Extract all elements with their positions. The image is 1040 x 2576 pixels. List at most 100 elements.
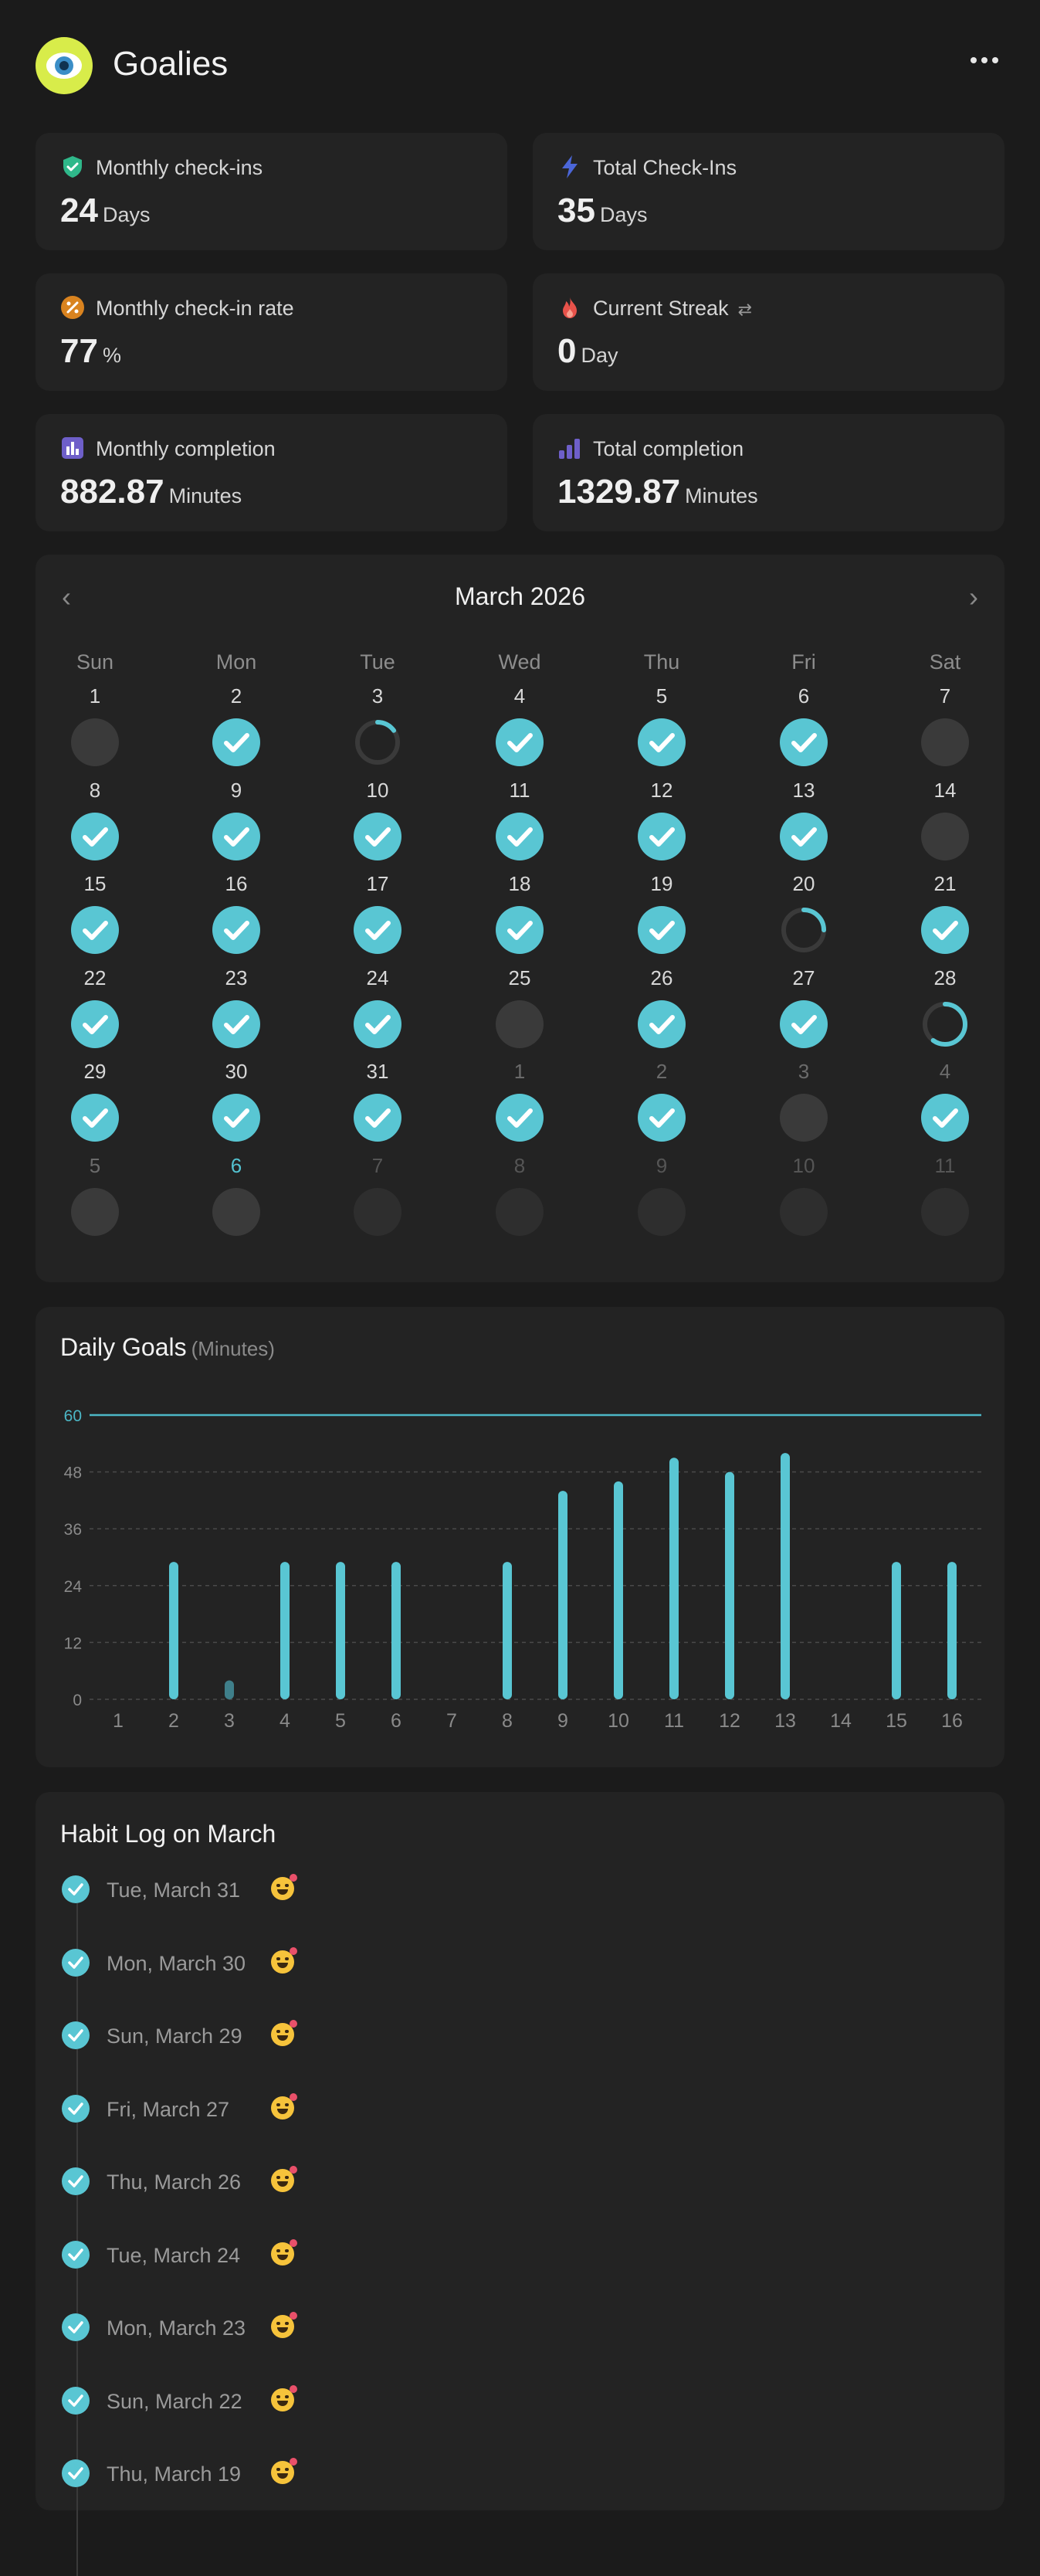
bar [614, 1481, 623, 1699]
eye-logo-icon [36, 37, 93, 94]
flame-icon [557, 295, 582, 320]
day-empty-circle[interactable] [921, 1188, 969, 1236]
lightning-icon [557, 154, 582, 179]
next-month-chevron-icon[interactable]: › [969, 581, 978, 613]
habit-log-entry[interactable]: Tue, March 24 [62, 2238, 525, 2270]
swap-arrows-icon[interactable]: ⇄ [737, 300, 753, 319]
x-tick-label: 4 [279, 1710, 290, 1732]
calendar-day-number: 8 [89, 779, 101, 802]
day-checked-icon[interactable] [921, 1094, 969, 1142]
day-empty-circle[interactable] [496, 1188, 544, 1236]
day-empty-circle[interactable] [71, 718, 119, 766]
habit-log-entry[interactable]: Mon, March 30 [62, 1946, 525, 1978]
day-checked-icon[interactable] [638, 1094, 686, 1142]
stat-value: 77% [60, 332, 121, 370]
calendar-day-number: 15 [83, 872, 107, 895]
day-empty-circle[interactable] [71, 1188, 119, 1236]
calendar-day-number: 20 [792, 872, 815, 895]
bar [169, 1562, 178, 1699]
more-options-icon[interactable] [971, 57, 998, 66]
stat-label: Total completion [593, 437, 744, 460]
day-checked-icon[interactable] [496, 813, 544, 860]
habit-log-entry[interactable]: Thu, March 19 [62, 2458, 525, 2489]
prev-month-chevron-icon[interactable]: ‹ [62, 581, 71, 613]
day-progress-ring[interactable] [354, 718, 401, 766]
habit-log-entry[interactable]: Fri, March 27 [62, 2092, 525, 2124]
stat-unit: Days [599, 203, 648, 226]
stat-value: 882.87 Minutes [60, 473, 242, 511]
x-tick-label: 10 [608, 1710, 629, 1732]
day-checked-icon[interactable] [780, 1000, 828, 1048]
calendar-day-number: 24 [366, 966, 389, 989]
day-checked-icon[interactable] [212, 1094, 260, 1142]
bar [669, 1458, 679, 1699]
calendar-day-number: 14 [933, 779, 957, 802]
x-tick-label: 6 [391, 1710, 401, 1732]
bar [725, 1471, 734, 1699]
day-empty-circle[interactable] [496, 1000, 544, 1048]
daily-goals-card: Daily Goals (Minutes) 0 12 24 36 48 60 1 2 3 4 5 6 7 8… [36, 1307, 1004, 1767]
calendar-day-number: 1 [89, 684, 101, 708]
stat-value: 0 Day [557, 332, 618, 370]
calendar-day-number: 30 [225, 1060, 248, 1083]
calendar-day-number: 12 [650, 779, 673, 802]
habit-log-entry[interactable]: Tue, March 31 [62, 1874, 525, 1905]
habit-log-entry[interactable]: Sun, March 22 [62, 2384, 525, 2416]
y-tick-label: 0 [73, 1692, 82, 1709]
day-empty-circle[interactable] [921, 718, 969, 766]
day-empty-circle[interactable] [780, 1094, 828, 1142]
day-progress-ring[interactable] [780, 906, 828, 954]
x-tick-label: 8 [502, 1710, 513, 1732]
log-date: Sun, March 22 [107, 2389, 242, 2413]
habit-log-entry[interactable]: Thu, March 26 [62, 2166, 525, 2197]
day-checked-icon[interactable] [780, 813, 828, 860]
weekday-label: Thu [643, 650, 680, 674]
day-checked-icon[interactable] [354, 813, 401, 860]
smiley-face-icon [270, 1874, 297, 1900]
habit-log-entry[interactable]: Mon, March 23 [62, 2312, 525, 2343]
day-checked-icon[interactable] [638, 718, 686, 766]
habit-log-entry[interactable]: Sun, March 29 [62, 2020, 525, 2051]
day-checked-icon[interactable] [638, 813, 686, 860]
day-checked-icon[interactable] [212, 718, 260, 766]
day-empty-circle[interactable] [354, 1188, 401, 1236]
calendar-day-number: 3 [798, 1060, 810, 1083]
day-checked-icon[interactable] [212, 813, 260, 860]
day-checked-icon[interactable] [71, 1000, 119, 1048]
day-checked-icon[interactable] [354, 906, 401, 954]
day-checked-icon[interactable] [212, 906, 260, 954]
day-checked-icon[interactable] [71, 1094, 119, 1142]
calendar-month-title: March 2026 [455, 582, 585, 610]
day-checked-icon[interactable] [354, 1094, 401, 1142]
day-empty-circle[interactable] [780, 1188, 828, 1236]
y-tick-label: 36 [64, 1521, 82, 1539]
day-progress-ring[interactable] [921, 1000, 969, 1048]
stat-unit: Minutes [685, 484, 758, 507]
day-empty-circle[interactable] [212, 1188, 260, 1236]
smiley-face-icon [270, 2238, 297, 2265]
calendar-day-number: 9 [656, 1154, 668, 1177]
percent-icon [60, 295, 85, 320]
day-checked-icon[interactable] [780, 718, 828, 766]
day-checked-icon[interactable] [638, 906, 686, 954]
day-checked-icon[interactable] [71, 906, 119, 954]
day-checked-icon[interactable] [496, 1094, 544, 1142]
day-empty-circle[interactable] [638, 1188, 686, 1236]
calendar-day-number: 31 [366, 1060, 389, 1083]
check-icon [62, 2021, 90, 2049]
day-empty-circle[interactable] [921, 813, 969, 860]
day-checked-icon[interactable] [496, 718, 544, 766]
day-checked-icon[interactable] [496, 906, 544, 954]
day-checked-icon[interactable] [212, 1000, 260, 1048]
calendar-day-number: 4 [513, 684, 526, 708]
calendar-day-number: 28 [933, 966, 957, 989]
stat-card: Total completion 1329.87 Minutes [533, 414, 1004, 531]
day-checked-icon[interactable] [71, 813, 119, 860]
day-checked-icon[interactable] [354, 1000, 401, 1048]
calendar-day-number: 27 [792, 966, 815, 989]
day-checked-icon[interactable] [638, 1000, 686, 1048]
x-tick-label: 12 [719, 1710, 740, 1732]
stat-value: 35 Days [557, 192, 648, 229]
x-tick-label: 3 [224, 1710, 235, 1732]
day-checked-icon[interactable] [921, 906, 969, 954]
